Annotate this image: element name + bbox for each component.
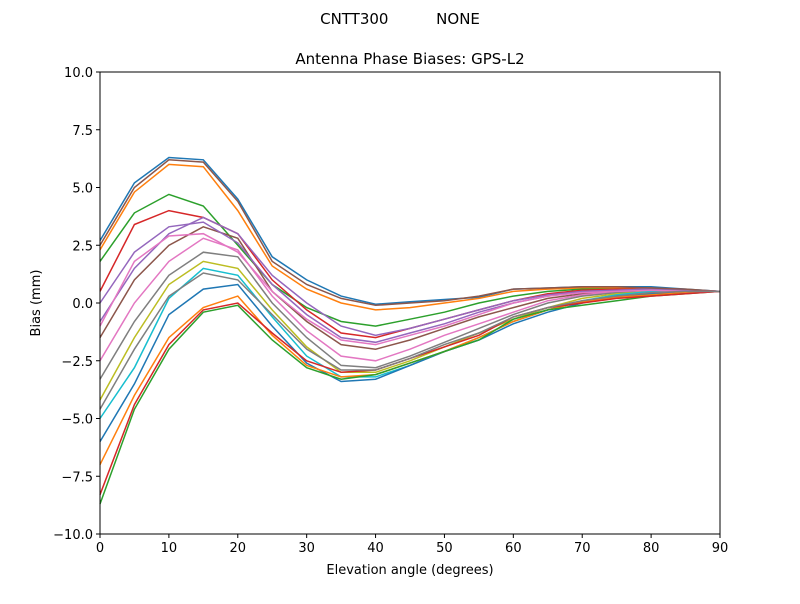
y-tick-label: 2.5 — [72, 239, 93, 254]
y-tick-label: 7.5 — [72, 124, 93, 139]
x-axis-label: Elevation angle (degrees) — [326, 563, 493, 578]
y-axis-label: Bias (mm) — [29, 270, 44, 337]
series-line-11 — [99, 290, 721, 466]
y-tick-label: 5.0 — [72, 182, 93, 197]
y-tick-label: 10.0 — [64, 66, 93, 81]
series-line-17 — [99, 272, 720, 410]
series-line-13 — [99, 290, 721, 495]
series-line-15 — [99, 159, 721, 307]
series-line-16 — [99, 232, 720, 346]
x-tick-label: 50 — [436, 541, 453, 556]
series-line-2 — [99, 193, 721, 327]
y-tick-label: −10.0 — [53, 528, 93, 543]
x-tick-label: 90 — [712, 541, 729, 556]
x-tick-label: 70 — [574, 541, 591, 556]
y-tick-label: 0.0 — [72, 297, 93, 312]
x-tick-label: 20 — [230, 541, 247, 556]
series-line-14 — [99, 221, 721, 344]
x-tick-label: 30 — [298, 541, 315, 556]
plot-area — [99, 156, 721, 505]
series-line-12 — [99, 290, 721, 505]
series-line-1 — [99, 163, 721, 311]
x-tick-label: 40 — [367, 541, 384, 556]
x-tick-label: 60 — [505, 541, 522, 556]
series-line-0 — [99, 156, 721, 305]
y-tick-label: −7.5 — [61, 470, 93, 485]
x-tick-label: 80 — [643, 541, 660, 556]
x-tick-label: 0 — [96, 541, 104, 556]
x-axis: 0 10 20 30 40 50 60 70 80 90 — [96, 534, 728, 556]
y-tick-label: −2.5 — [61, 355, 93, 370]
series-line-8 — [99, 260, 720, 401]
y-tick-label: −5.0 — [61, 413, 93, 428]
suptitle: CNTT300 NONE — [320, 10, 480, 28]
y-axis: −10.0 −7.5 −5.0 −2.5 0.0 2.5 5.0 7.5 10.0 — [53, 66, 100, 543]
chart-title: Antenna Phase Biases: GPS-L2 — [295, 50, 524, 68]
x-tick-label: 10 — [161, 541, 178, 556]
series-line-7 — [99, 251, 720, 380]
